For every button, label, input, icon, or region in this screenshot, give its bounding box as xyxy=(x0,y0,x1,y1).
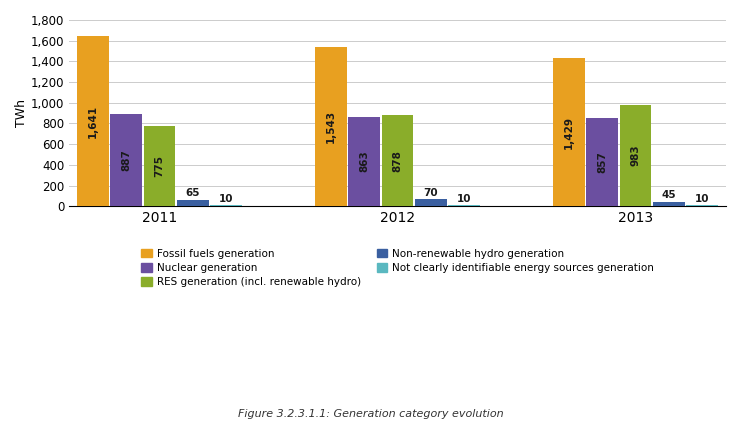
Bar xyxy=(448,205,480,206)
Text: 863: 863 xyxy=(359,151,369,173)
Bar xyxy=(144,126,176,206)
Bar xyxy=(177,200,209,206)
Bar xyxy=(382,115,413,206)
Text: 10: 10 xyxy=(457,194,471,204)
Text: 887: 887 xyxy=(122,149,131,171)
Bar xyxy=(315,47,347,206)
Bar xyxy=(210,205,242,206)
Text: 65: 65 xyxy=(186,188,200,198)
Legend: Fossil fuels generation, Nuclear generation, RES generation (incl. renewable hyd: Fossil fuels generation, Nuclear generat… xyxy=(141,249,654,287)
Bar xyxy=(686,205,718,206)
Bar xyxy=(348,117,380,206)
Bar xyxy=(553,58,585,206)
Text: 775: 775 xyxy=(155,155,165,177)
Text: 1,543: 1,543 xyxy=(326,110,336,143)
Bar xyxy=(415,199,447,206)
Text: 878: 878 xyxy=(393,150,402,172)
Bar xyxy=(619,104,651,206)
Text: 1,429: 1,429 xyxy=(564,116,574,149)
Y-axis label: TWh: TWh xyxy=(15,99,28,127)
Text: 857: 857 xyxy=(597,151,607,173)
Text: Figure 3.2.3.1.1: Generation category evolution: Figure 3.2.3.1.1: Generation category ev… xyxy=(238,409,503,419)
Text: 45: 45 xyxy=(662,190,677,201)
Text: 70: 70 xyxy=(424,188,438,198)
Text: 1,641: 1,641 xyxy=(88,105,98,138)
Text: 10: 10 xyxy=(695,194,709,204)
Bar xyxy=(653,202,685,206)
Bar xyxy=(586,118,618,206)
Bar xyxy=(110,115,142,206)
Text: 10: 10 xyxy=(219,194,233,204)
Bar xyxy=(77,36,109,206)
Text: 983: 983 xyxy=(631,145,640,166)
